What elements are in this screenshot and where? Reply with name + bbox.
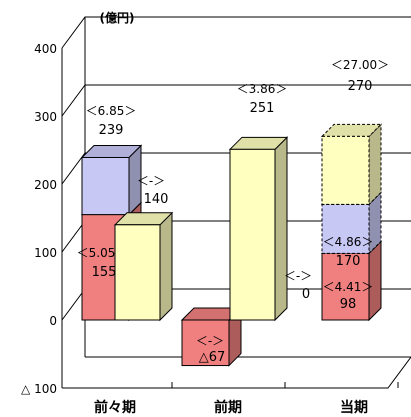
data-label: △67 [199, 350, 226, 365]
data-label: 0 [302, 287, 310, 302]
stacked-bar-segment [81, 156, 130, 216]
data-label: 155 [92, 265, 117, 280]
data-label: 239 [99, 123, 124, 138]
data-sub-label: ＜27.00＞ [331, 58, 389, 72]
y-tick-label: 0 [49, 314, 57, 328]
stacked-bar-segment [321, 135, 370, 205]
stacked-bar-segment [321, 252, 370, 321]
single-bar [114, 224, 161, 321]
data-sub-label: ＜-＞ [284, 269, 312, 283]
data-label: 140 [144, 192, 169, 207]
data-label: 270 [348, 79, 373, 94]
x-axis [62, 356, 411, 389]
data-label: 251 [250, 101, 275, 116]
data-sub-label: ＜-＞ [196, 334, 224, 348]
data-sub-label: ＜-＞ [137, 174, 165, 188]
data-label: 98 [340, 297, 357, 312]
y-tick-label: 400 [34, 42, 57, 56]
data-label: 170 [336, 254, 361, 269]
stacked-bar-segment [181, 319, 230, 367]
single-bar [229, 148, 276, 321]
data-sub-label: ＜4.86＞ [323, 235, 374, 249]
unit-label: (億円) [100, 10, 135, 25]
y-tick-label: △ 100 [21, 382, 57, 396]
x-category-label: 当期 [340, 399, 368, 416]
x-category-label: 前々期 [94, 399, 136, 416]
stacked-bar-segment [321, 203, 370, 254]
y-tick-label: 100 [34, 246, 57, 260]
data-sub-label: ＜4.41＞ [323, 280, 374, 294]
x-category-label: 前期 [214, 399, 242, 416]
y-tick-label: 200 [34, 178, 57, 192]
single-bar-side [159, 211, 173, 322]
data-sub-label: ＜3.86＞ [237, 82, 288, 96]
data-sub-label: ＜6.85＞ [86, 104, 137, 118]
single-bar-side [274, 136, 288, 322]
stacked-bar-segment-side [368, 123, 382, 206]
y-tick-label: 300 [34, 110, 57, 124]
